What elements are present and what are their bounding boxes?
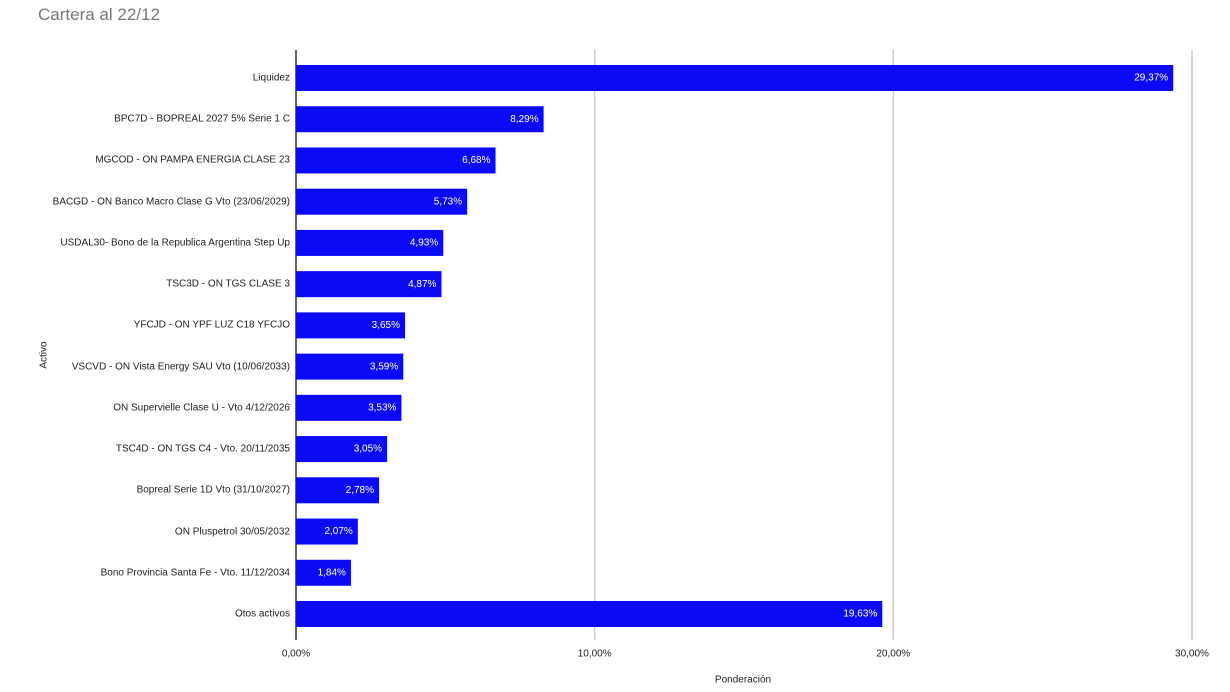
value-label: 4,87% — [408, 279, 436, 290]
x-axis-label: Ponderación — [715, 675, 771, 686]
value-label: 3,53% — [368, 402, 396, 413]
y-tick-label: BPC7D - BOPREAL 2027 5% Serie 1 C — [114, 113, 290, 125]
bar — [296, 147, 496, 174]
bar — [296, 271, 442, 298]
chart-title: Cartera al 22/12 — [38, 5, 160, 24]
bar — [296, 436, 388, 463]
value-label: 3,65% — [372, 320, 400, 331]
y-tick-label: Bono Provincia Santa Fe - Vto. 11/12/203… — [100, 567, 290, 579]
bar — [296, 477, 380, 504]
y-tick-label: MGCOD - ON PAMPA ENERGIA CLASE 23 — [95, 154, 290, 166]
bar — [296, 106, 544, 133]
value-label: 4,93% — [410, 238, 438, 249]
value-label: 5,73% — [434, 196, 462, 207]
y-tick-label: Bopreal Serie 1D Vto (31/10/2027) — [136, 484, 290, 496]
bar — [296, 229, 444, 256]
bar — [296, 353, 404, 380]
x-tick-label: 10,00% — [578, 649, 612, 660]
x-tick-label: 0,00% — [282, 649, 310, 660]
value-label: 3,59% — [370, 361, 398, 372]
y-tick-label: Liquidez — [252, 72, 290, 84]
y-tick-label: BACGD - ON Banco Macro Clase G Vto (23/0… — [52, 196, 290, 208]
bar — [296, 559, 351, 586]
bar — [296, 518, 358, 545]
value-label: 3,05% — [354, 444, 382, 455]
bar — [296, 65, 1174, 91]
value-label: 2,07% — [324, 526, 352, 537]
y-tick-label: Otos activos — [234, 608, 290, 620]
y-tick-label: ON Supervielle Clase U - Vto 4/12/2026 — [113, 402, 290, 414]
y-tick-label: VSCVD - ON Vista Energy SAU Vto (10/06/2… — [71, 361, 290, 373]
x-tick-label: 20,00% — [876, 649, 910, 660]
y-axis-label: Activo — [39, 341, 50, 369]
bar — [296, 394, 402, 421]
value-label: 2,78% — [346, 485, 374, 496]
y-tick-label: YFCJD - ON YPF LUZ C18 YFCJO — [133, 319, 290, 331]
value-label: 6,68% — [462, 155, 490, 166]
y-tick-label: TSC3D - ON TGS CLASE 3 — [166, 278, 290, 290]
value-label: 19,63% — [843, 609, 877, 620]
y-tick-label: TSC4D - ON TGS C4 - Vto. 20/11/2035 — [115, 443, 290, 455]
value-label: 29,37% — [1134, 73, 1168, 84]
bar — [296, 312, 406, 339]
bar — [296, 601, 883, 627]
bar — [296, 188, 468, 215]
x-tick-label: 30,00% — [1175, 649, 1209, 660]
value-label: 8,29% — [510, 114, 538, 125]
y-tick-label: USDAL30- Bono de la Republica Argentina … — [60, 237, 290, 249]
value-label: 1,84% — [318, 567, 346, 578]
y-tick-label: ON Pluspetrol 30/05/2032 — [174, 526, 290, 538]
